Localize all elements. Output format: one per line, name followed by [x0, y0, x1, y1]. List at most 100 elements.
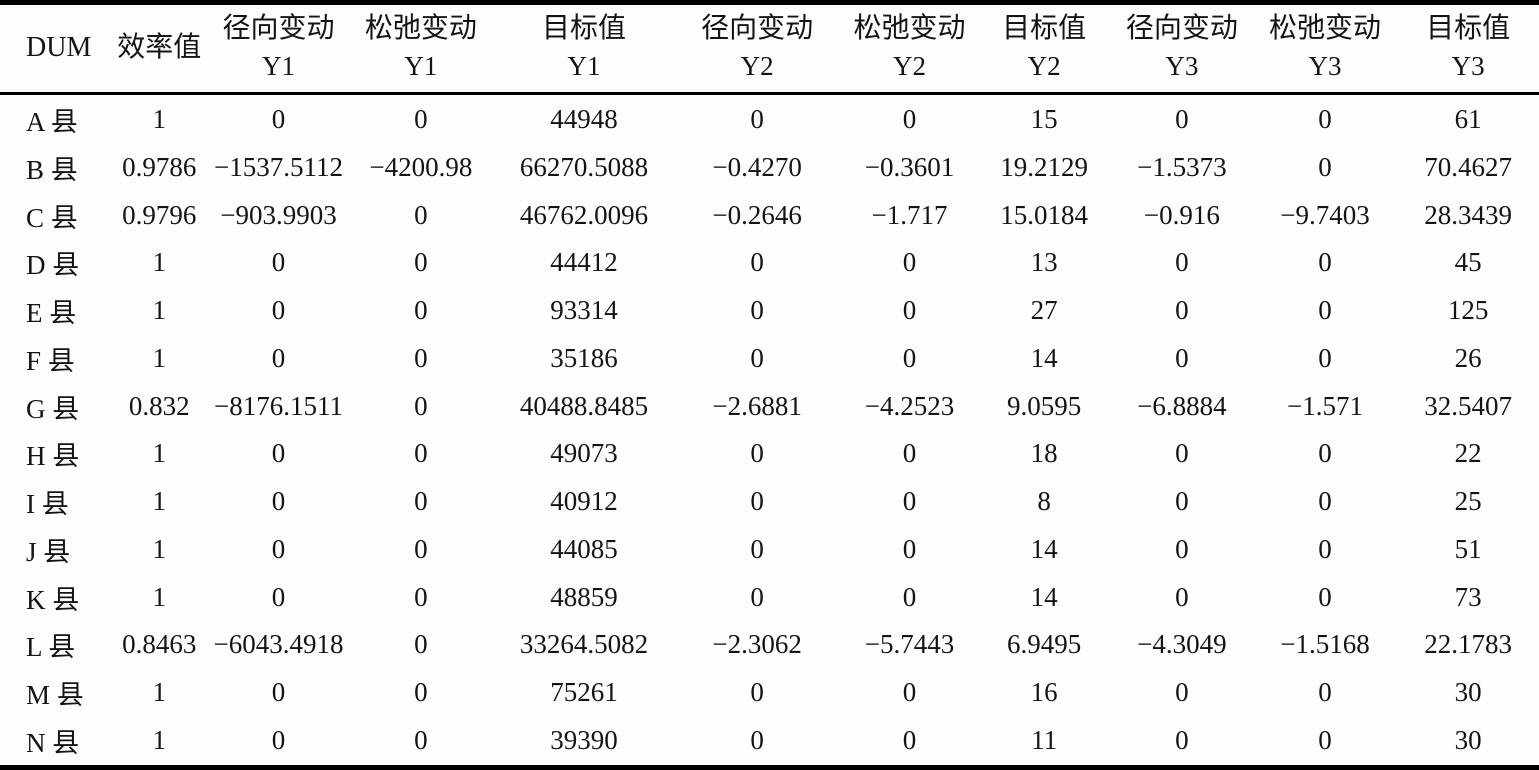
header-cell: 径向变动 Y3 [1111, 3, 1253, 94]
table-cell: 0 [1318, 486, 1332, 517]
table-row: F 县 1 0 0 35186 0 0 14 0 0 26 [0, 335, 1539, 383]
table-cell: 0 [1318, 725, 1332, 756]
table-cell: 0 [750, 677, 764, 708]
table-cell: 0 [1175, 725, 1189, 756]
table-cell: 28.3439 [1424, 199, 1513, 230]
table-cell: 0 [414, 104, 428, 135]
table-cell: 15.0184 [1000, 199, 1089, 230]
table-cell: 44412 [550, 247, 618, 278]
table-cell: 0 [1318, 581, 1332, 612]
table-cell: 1 [152, 342, 167, 373]
row-label: A 县 [26, 107, 78, 138]
table-cell: 22.1783 [1424, 629, 1513, 660]
table-cell: 0 [271, 104, 286, 135]
table-cell: −1.5373 [1137, 151, 1227, 182]
table-cell: 0 [271, 486, 286, 517]
table-cell: 0 [1318, 104, 1332, 135]
table-cell: 70.4627 [1424, 151, 1513, 182]
table-row: E 县 1 0 0 93314 0 0 27 0 0 125 [0, 287, 1539, 335]
table-cell: 13 [1030, 247, 1058, 278]
table-cell: 16 [1030, 677, 1058, 708]
row-label: I 县 [26, 489, 69, 520]
table-cell: 1 [152, 677, 167, 708]
header-cell: 松弛变动 Y3 [1253, 3, 1398, 94]
header-sublabel: Y1 [567, 51, 601, 82]
table-cell: −6.8884 [1137, 390, 1227, 421]
table-cell: 75261 [550, 677, 618, 708]
table-cell: 0 [902, 104, 917, 135]
header-label: DUM [26, 31, 92, 63]
header-cell: 径向变动 Y2 [673, 3, 842, 94]
table-cell: 0 [902, 725, 917, 756]
table-cell: 0 [902, 581, 917, 612]
table-cell: 40912 [550, 486, 618, 517]
table-cell: 0 [414, 295, 428, 326]
table-cell: 0 [750, 342, 764, 373]
table-cell: −0.2646 [712, 199, 802, 230]
table-cell: 39390 [550, 725, 618, 756]
table-cell: 0 [1175, 486, 1189, 517]
table-cell: 11 [1031, 725, 1058, 756]
table-cell: 0 [1175, 533, 1189, 564]
table-cell: 0 [1318, 677, 1332, 708]
table-row: N 县 1 0 0 39390 0 0 11 0 0 30 [0, 717, 1539, 768]
table-cell: 0 [1318, 438, 1332, 469]
table-row: J 县 1 0 0 44085 0 0 14 0 0 51 [0, 526, 1539, 574]
table-cell: 0 [414, 438, 428, 469]
table-cell: 0 [1318, 151, 1332, 182]
header-cell: DUM [0, 3, 108, 94]
table-cell: 0 [750, 295, 764, 326]
table-cell: 18 [1030, 438, 1058, 469]
table-row: I 县 1 0 0 40912 0 0 8 0 0 25 [0, 478, 1539, 526]
table-cell: 0 [1175, 247, 1189, 278]
table-cell: 0 [414, 629, 428, 660]
table-cell: −9.7403 [1280, 199, 1370, 230]
table-cell: 0 [1318, 342, 1332, 373]
row-label: F 县 [26, 345, 75, 376]
table-cell: 125 [1447, 295, 1489, 326]
table-cell: 0 [271, 295, 286, 326]
row-label: E 县 [26, 298, 77, 329]
table-cell: 0 [1175, 677, 1189, 708]
table-cell: 0 [271, 533, 286, 564]
table-cell: 0 [750, 104, 764, 135]
table-cell: 1 [152, 438, 167, 469]
table-cell: −2.3062 [712, 629, 802, 660]
table-cell: −0.4270 [712, 151, 802, 182]
table-cell: −8176.1511 [214, 390, 344, 421]
table-cell: 48859 [550, 581, 618, 612]
table-cell: 0 [902, 342, 917, 373]
table-cell: 0 [414, 342, 428, 373]
row-label: K 县 [26, 584, 80, 615]
header-label: 效率值 [117, 31, 202, 63]
table-cell: 0 [414, 247, 428, 278]
header-row: DUM 效率值 径向变动 Y1 松弛变动 Y1 目标值 Y1 径向变动 Y2 松弛变动 Y2 目标值 Y2… [0, 3, 1539, 94]
table-cell: 0 [271, 247, 286, 278]
header-cell: 效率值 [108, 3, 211, 94]
table-cell: 0 [1318, 295, 1332, 326]
table-body: A 县 1 0 0 44948 0 0 15 0 0 61 B 县 0.9786 −1537.5112 −4… [0, 94, 1539, 768]
table-row: G 县 0.832 −8176.1511 0 40488.8485 −2.6881 −4.2… [0, 382, 1539, 430]
table-cell: 0 [902, 486, 917, 517]
table-cell: 0 [1175, 104, 1189, 135]
table-cell: 93314 [550, 295, 618, 326]
row-label: M 县 [26, 680, 84, 711]
table-cell: −1.571 [1287, 390, 1363, 421]
header-sublabel: Y2 [893, 51, 926, 82]
table-cell: 8 [1037, 486, 1051, 517]
table-cell: 14 [1030, 581, 1058, 612]
header-sublabel: Y1 [404, 51, 438, 82]
table-row: D 县 1 0 0 44412 0 0 13 0 0 45 [0, 239, 1539, 287]
table-cell: 0 [271, 581, 286, 612]
table-cell: 14 [1030, 342, 1058, 373]
table-row: B 县 0.9786 −1537.5112 −4200.98 66270.5088 −0.… [0, 144, 1539, 192]
table-cell: 32.5407 [1424, 390, 1513, 421]
table-cell: 19.2129 [1000, 151, 1089, 182]
table-cell: 1 [152, 725, 167, 756]
table-cell: 46762.0096 [519, 199, 649, 230]
header-label: 径向变动 [1125, 13, 1238, 44]
table-row: A 县 1 0 0 44948 0 0 15 0 0 61 [0, 94, 1539, 144]
table-cell: −5.7443 [864, 629, 955, 660]
table-cell: 30 [1454, 677, 1482, 708]
